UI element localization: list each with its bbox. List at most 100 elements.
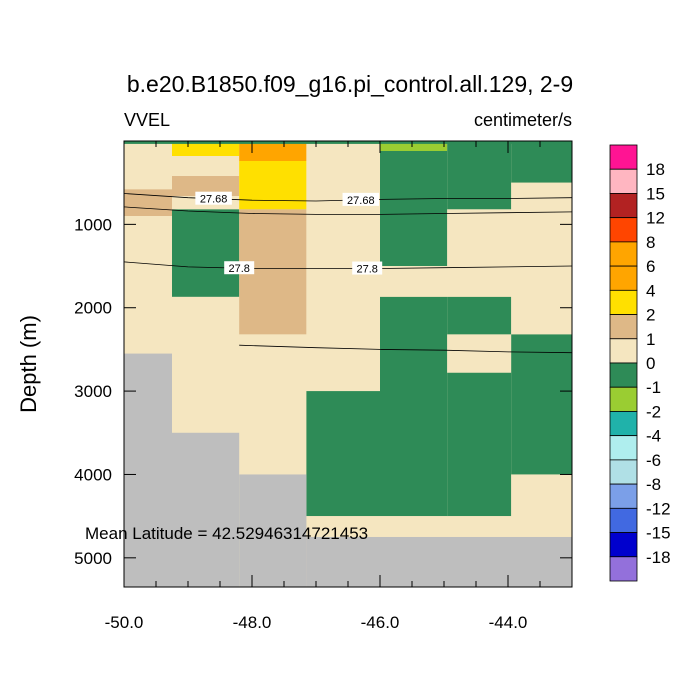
y-axis-label: Depth (m) <box>16 315 41 413</box>
heatmap-cell <box>172 156 240 177</box>
y-tick-label: 3000 <box>74 382 112 401</box>
colorbar-label: -12 <box>646 499 671 518</box>
colorbar-label: 2 <box>646 306 655 325</box>
x-tick-label: -50.0 <box>105 613 144 632</box>
contour-label-box <box>352 261 383 275</box>
colorbar-label: -2 <box>646 402 661 421</box>
heatmap-cell <box>306 391 380 517</box>
colorbar-label: 18 <box>646 160 665 179</box>
y-tick-label: 5000 <box>74 549 112 568</box>
colorbar-label: -1 <box>646 378 661 397</box>
colorbar-label: 4 <box>646 281 655 300</box>
land-mask <box>124 353 572 587</box>
heatmap-cell <box>447 296 512 335</box>
y-tick-labels: 1000 2000 3000 4000 5000 <box>74 215 112 567</box>
colorbar-swatch <box>609 217 638 243</box>
contour-label-box <box>342 192 380 206</box>
colorbar-swatch <box>609 386 638 412</box>
colorbar-swatch <box>609 459 638 485</box>
land-cell <box>239 474 307 587</box>
contour-line <box>123 261 573 269</box>
colorbar-label: 1 <box>646 330 655 349</box>
y-tick-label: 1000 <box>74 215 112 234</box>
colorbar-label: -4 <box>646 427 661 446</box>
heatmap-cell <box>239 334 307 475</box>
colorbar: 18 15 12 8 6 4 2 1 0 -1 -2 -4 -6 -8 -12 -15 -18 <box>609 144 671 582</box>
heatmap-cell <box>380 516 448 537</box>
heatmap-cell <box>239 141 307 162</box>
heatmap-cell <box>511 182 572 335</box>
colorbar-label: 6 <box>646 257 655 276</box>
heatmap-cell <box>172 209 240 297</box>
mean-latitude-annotation: Mean Latitude = 42.52946314721453 <box>85 524 368 543</box>
contour-label-box <box>195 191 232 205</box>
colorbar-swatch <box>609 168 638 194</box>
colorbar-label: -15 <box>646 524 671 543</box>
colorbar-label: 12 <box>646 209 665 228</box>
colorbar-labels: 18 15 12 8 6 4 2 1 0 -1 -2 -4 -6 -8 -12 -15 -18 <box>646 160 671 567</box>
colorbar-swatch <box>609 556 638 582</box>
y-tick-label: 2000 <box>74 299 112 318</box>
colorbar-swatch <box>609 289 638 315</box>
heatmap-cell <box>447 141 512 210</box>
colorbar-swatch <box>609 435 638 461</box>
heatmap-cell <box>511 334 572 475</box>
contour-label: 27.68 <box>200 194 228 206</box>
heatmap-cell <box>124 189 172 217</box>
heatmap-cell <box>172 141 240 157</box>
colorbar-swatch <box>609 241 638 267</box>
colorbar-swatch <box>609 144 638 170</box>
contour-label-box <box>224 261 255 275</box>
heatmap-cell <box>124 216 172 354</box>
contour-label: 27.8 <box>228 263 249 275</box>
axis-ticks <box>123 141 573 587</box>
heatmap-cell <box>447 372 512 517</box>
contour-label: 27.68 <box>347 195 375 207</box>
colorbar-swatch <box>609 193 638 219</box>
heatmap-cell <box>172 296 240 433</box>
land-cell <box>306 536 572 587</box>
heatmap-cell <box>172 176 240 197</box>
x-tick-labels: -50.0 -48.0 -46.0 -44.0 <box>105 613 528 632</box>
land-cell <box>124 353 172 587</box>
density-contours: 27.68 27.68 27.8 27.8 <box>123 191 573 354</box>
heatmap-cell <box>447 209 512 297</box>
heatmap-cell <box>239 161 307 210</box>
colorbar-swatch <box>609 532 638 558</box>
contour-line <box>239 344 573 354</box>
land-cell <box>172 432 240 587</box>
heatmap-cell <box>380 296 448 517</box>
colorbar-swatch <box>609 483 638 509</box>
heatmap-cell <box>447 516 512 537</box>
colorbar-swatch <box>609 507 638 533</box>
heatmap-cell <box>447 334 512 373</box>
colorbar-swatch <box>609 265 638 291</box>
heatmap-cell <box>511 474 572 537</box>
heatmap-cell <box>306 516 380 537</box>
colorbar-swatches <box>609 144 638 582</box>
x-tick-label: -44.0 <box>489 613 528 632</box>
colorbar-swatch <box>609 362 638 388</box>
heatmap-cell <box>511 141 572 183</box>
contour-line <box>123 206 573 215</box>
colorbar-label: 0 <box>646 354 655 373</box>
colorbar-label: 8 <box>646 233 655 252</box>
colorbar-label: -18 <box>646 548 671 567</box>
colorbar-label: 15 <box>646 184 665 203</box>
variable-label: VVEL <box>124 110 170 130</box>
colorbar-swatch <box>609 314 638 340</box>
heatmap-cell <box>380 141 448 152</box>
x-tick-label: -46.0 <box>361 613 400 632</box>
colorbar-label: -8 <box>646 475 661 494</box>
heatmap-cell <box>124 141 172 190</box>
colorbar-swatch <box>609 338 638 364</box>
contour-label: 27.8 <box>356 264 377 276</box>
colorbar-swatch <box>609 411 638 437</box>
heatmap-cell <box>380 151 448 267</box>
chart-title: b.e20.B1850.f09_g16.pi_control.all.129, … <box>127 71 573 97</box>
x-tick-label: -48.0 <box>233 613 272 632</box>
colorbar-label: -6 <box>646 451 661 470</box>
units-label: centimeter/s <box>474 110 572 130</box>
